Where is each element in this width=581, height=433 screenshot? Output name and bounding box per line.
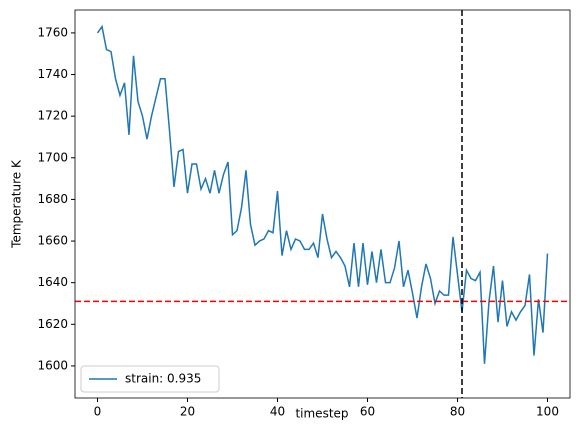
y-tick-label: 1700 xyxy=(37,150,68,164)
data-line xyxy=(96,24,549,364)
plot-frame xyxy=(74,9,571,399)
legend-box xyxy=(80,365,220,393)
legend-label: strain: 0.935 xyxy=(125,372,201,386)
x-tick-label: 0 xyxy=(94,405,102,419)
y-tick-label: 1660 xyxy=(37,234,68,248)
y-tick-label: 1640 xyxy=(37,275,68,289)
y-tick-label: 1720 xyxy=(37,109,68,123)
x-tick-label: 80 xyxy=(450,405,465,419)
y-tick-label: 1680 xyxy=(37,192,68,206)
x-tick-label: 60 xyxy=(360,405,375,419)
y-tick-label: 1620 xyxy=(37,317,68,331)
x-tick-label: 20 xyxy=(180,405,195,419)
y-tick-label: 1600 xyxy=(37,358,68,372)
x-tick-label: 40 xyxy=(270,405,285,419)
y-tick-label: 1740 xyxy=(37,67,68,81)
y-tick-label: 1760 xyxy=(37,25,68,39)
x-axis-label: timestep xyxy=(295,407,348,421)
y-axis-label: Temperature K xyxy=(10,159,24,249)
x-tick-label: 100 xyxy=(536,405,559,419)
